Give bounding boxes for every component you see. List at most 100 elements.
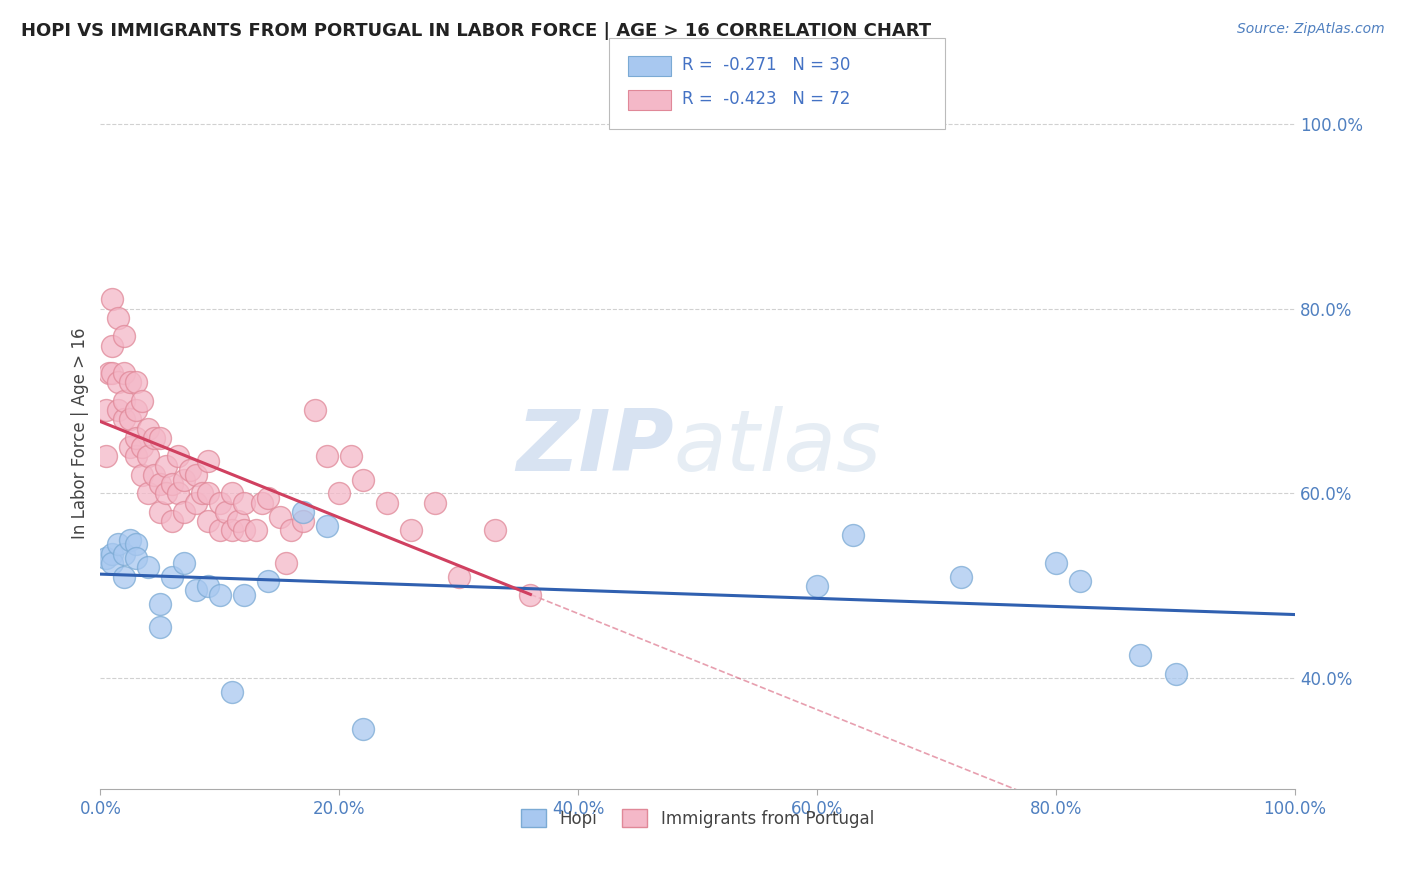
Point xyxy=(120,440,142,454)
Point xyxy=(292,505,315,519)
Point xyxy=(1069,574,1091,589)
Point xyxy=(101,338,124,352)
Point xyxy=(215,505,238,519)
Point xyxy=(340,450,363,464)
Legend: Hopi, Immigrants from Portugal: Hopi, Immigrants from Portugal xyxy=(515,803,880,834)
Point xyxy=(304,403,326,417)
Text: ZIP: ZIP xyxy=(516,406,673,489)
Point xyxy=(125,551,148,566)
Point xyxy=(423,496,446,510)
Point xyxy=(160,477,183,491)
Point xyxy=(226,514,249,528)
Point xyxy=(256,574,278,589)
Point xyxy=(208,524,231,538)
Point xyxy=(112,329,135,343)
Point xyxy=(136,422,159,436)
Point xyxy=(125,431,148,445)
Point xyxy=(160,514,183,528)
Point xyxy=(316,518,339,533)
Point xyxy=(155,486,177,500)
Point xyxy=(352,722,374,736)
Point xyxy=(131,440,153,454)
Point xyxy=(1045,556,1067,570)
Point xyxy=(136,450,159,464)
Point xyxy=(96,403,118,417)
Point xyxy=(328,486,350,500)
Point xyxy=(197,486,219,500)
Point xyxy=(447,569,470,583)
Point xyxy=(197,454,219,468)
Point xyxy=(949,569,972,583)
Point xyxy=(274,556,297,570)
Point xyxy=(136,560,159,574)
Point xyxy=(101,547,124,561)
Point xyxy=(316,450,339,464)
Point xyxy=(221,486,243,500)
Point xyxy=(149,477,172,491)
Point xyxy=(173,556,195,570)
Point xyxy=(842,528,865,542)
Point xyxy=(280,524,302,538)
Point xyxy=(221,524,243,538)
Point xyxy=(120,412,142,426)
Point xyxy=(167,486,190,500)
Point xyxy=(184,467,207,482)
Point xyxy=(179,463,201,477)
Point xyxy=(107,376,129,390)
Point xyxy=(184,583,207,598)
Point xyxy=(256,491,278,505)
Point xyxy=(375,496,398,510)
Point xyxy=(101,366,124,380)
Point xyxy=(197,579,219,593)
Point xyxy=(197,514,219,528)
Point xyxy=(125,403,148,417)
Point xyxy=(107,403,129,417)
Point xyxy=(136,486,159,500)
Point xyxy=(232,588,254,602)
Point xyxy=(149,598,172,612)
Point xyxy=(173,473,195,487)
Point xyxy=(1129,648,1152,663)
Point xyxy=(101,556,124,570)
Point xyxy=(112,569,135,583)
Point xyxy=(519,588,541,602)
Point xyxy=(149,505,172,519)
Point xyxy=(160,569,183,583)
Point xyxy=(208,496,231,510)
Point xyxy=(167,450,190,464)
Point xyxy=(101,293,124,307)
Point xyxy=(112,366,135,380)
Point xyxy=(97,366,120,380)
Point xyxy=(173,505,195,519)
Point xyxy=(191,486,214,500)
Point xyxy=(184,496,207,510)
Point xyxy=(125,450,148,464)
Text: R =  -0.271   N = 30: R = -0.271 N = 30 xyxy=(682,56,851,74)
Point xyxy=(96,551,118,566)
Point xyxy=(1164,666,1187,681)
Point xyxy=(292,514,315,528)
Point xyxy=(399,524,422,538)
Point xyxy=(269,509,291,524)
Point xyxy=(232,496,254,510)
Point xyxy=(112,412,135,426)
Point xyxy=(250,496,273,510)
Point xyxy=(120,376,142,390)
Point xyxy=(143,467,166,482)
Point xyxy=(352,473,374,487)
Point xyxy=(232,524,254,538)
Text: HOPI VS IMMIGRANTS FROM PORTUGAL IN LABOR FORCE | AGE > 16 CORRELATION CHART: HOPI VS IMMIGRANTS FROM PORTUGAL IN LABO… xyxy=(21,22,931,40)
Point xyxy=(125,376,148,390)
Point xyxy=(107,310,129,325)
Point xyxy=(131,394,153,409)
Point xyxy=(107,537,129,551)
Text: R =  -0.423   N = 72: R = -0.423 N = 72 xyxy=(682,90,851,108)
Point xyxy=(221,685,243,699)
Point xyxy=(120,533,142,547)
Text: atlas: atlas xyxy=(673,406,882,489)
Point xyxy=(149,431,172,445)
Point xyxy=(484,524,506,538)
Point xyxy=(112,547,135,561)
Point xyxy=(131,467,153,482)
Text: Source: ZipAtlas.com: Source: ZipAtlas.com xyxy=(1237,22,1385,37)
